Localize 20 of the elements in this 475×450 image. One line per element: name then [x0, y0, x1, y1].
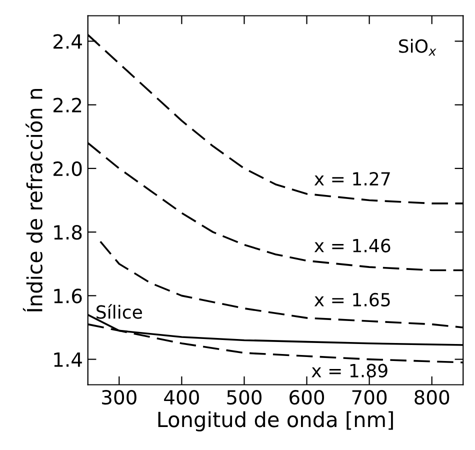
x-tick-label: 700: [352, 390, 387, 405]
y-tick-label: 2.0: [54, 161, 82, 176]
y-tick-label: 1.4: [54, 352, 82, 367]
y-axis-title: Índice de refracción n: [22, 89, 42, 312]
series-label: x = 1.27: [314, 172, 390, 186]
y-tick-label: 2.4: [54, 34, 82, 49]
x-tick-label: 300: [102, 390, 136, 405]
y-tick-label: 1.8: [54, 225, 82, 240]
series-label: x = 1.65: [314, 292, 390, 307]
x-tick-label: 500: [227, 390, 262, 405]
x-axis-title: Longitud de onda [nm]: [158, 411, 393, 432]
x-tick-label: 400: [164, 390, 199, 405]
x-tick-label: 800: [414, 390, 450, 405]
y-tick-label: 2.2: [54, 98, 82, 112]
series-label: x = 1.89: [312, 364, 388, 378]
series-label: x = 1.46: [314, 238, 390, 252]
series-label: Sílice: [96, 304, 142, 319]
x-tick-label: 600: [290, 390, 324, 405]
y-tick-label: 1.6: [54, 288, 82, 304]
annotation: SiO$_{x}$: [399, 38, 436, 56]
